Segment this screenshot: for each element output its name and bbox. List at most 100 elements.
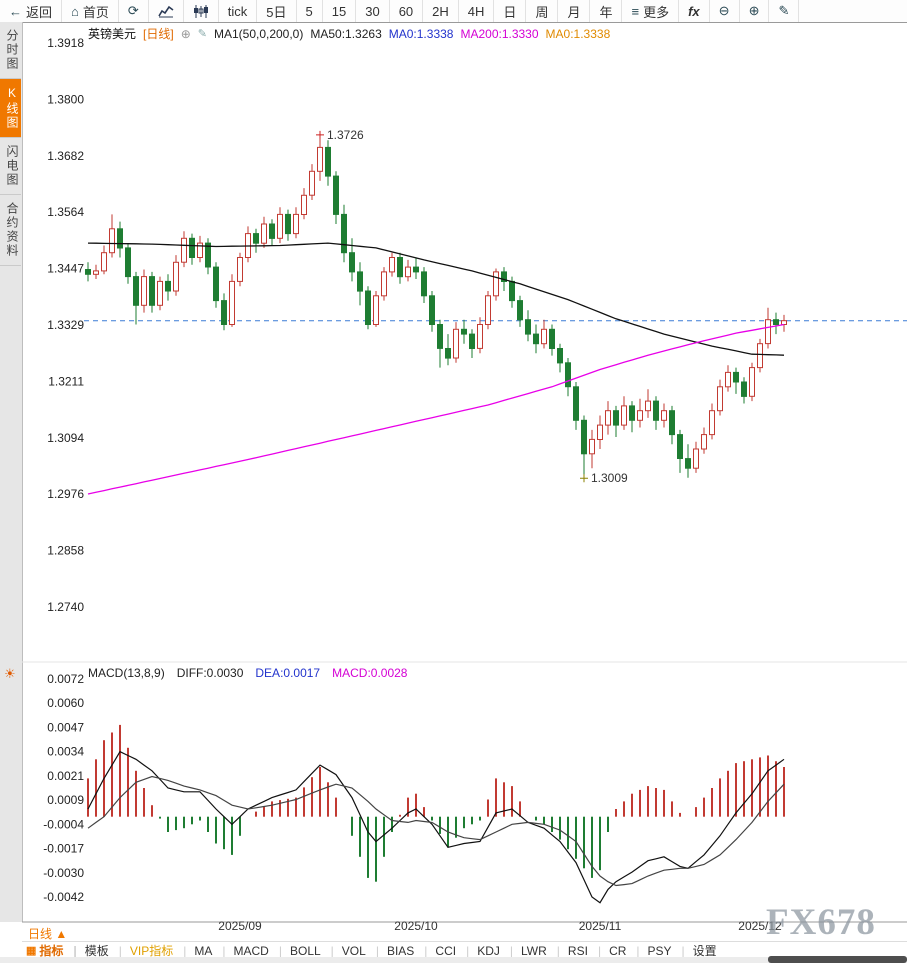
macd-header: MACD(13,8,9) DIFF:0.0030 DEA:0.0017 MACD… — [88, 666, 407, 680]
pencil-icon: ✎ — [778, 3, 790, 18]
zoom-out-icon: ⊖ — [718, 3, 730, 18]
fx-functions-button[interactable]: fx — [679, 0, 710, 22]
candle-chart-mode-button[interactable] — [184, 0, 219, 22]
period-day[interactable]: 日 — [494, 0, 527, 22]
tab-psy[interactable]: PSY — [644, 944, 689, 958]
svg-text:1.2858: 1.2858 — [47, 544, 84, 558]
svg-text:-0.0017: -0.0017 — [43, 842, 84, 856]
period-15m[interactable]: 15 — [323, 0, 357, 22]
period-30m[interactable]: 30 — [356, 0, 390, 22]
symbol-name: 英镑美元 — [88, 27, 137, 41]
tab-boll[interactable]: BOLL — [286, 944, 338, 958]
period-5day[interactable]: 5日 — [257, 0, 297, 22]
back-button[interactable]: ← 返回 — [0, 0, 63, 22]
macd-histogram — [87, 724, 785, 882]
tab-settings[interactable]: 设置 — [692, 944, 717, 958]
svg-text:0.0072: 0.0072 — [47, 672, 84, 686]
ma-settings-text[interactable]: MA1(50,0,200,0) — [213, 26, 304, 41]
candle-chart-icon — [193, 4, 209, 18]
ma200-value: MA200:1.3330 — [460, 26, 539, 41]
zoom-out-button[interactable]: ⊖ — [710, 0, 740, 22]
ma50-value: MA50:1.3263 — [310, 26, 382, 41]
tab-macd[interactable]: MACD — [230, 944, 286, 958]
sidebar-item-time-chart[interactable]: 分时图 — [0, 22, 21, 79]
svg-text:0.0034: 0.0034 — [47, 745, 84, 759]
back-icon: ← — [9, 3, 22, 19]
zoom-in-icon: ⊕ — [748, 3, 760, 18]
macd-macd-value: MACD:0.0028 — [332, 666, 408, 680]
tab-vol[interactable]: VOL — [338, 944, 383, 958]
indicator-tabs-bar: ▦ 指标 模板 VIP指标 MA MACD BOLL VOL BIAS CCI … — [22, 941, 907, 959]
sidebar-item-kline-chart[interactable]: K线图 — [0, 79, 21, 138]
svg-text:1.3726: 1.3726 — [327, 128, 364, 142]
add-indicator-icon[interactable]: ⊕ — [180, 26, 191, 41]
tab-vip-indicators[interactable]: VIP指标 — [126, 942, 190, 959]
home-button[interactable]: ⌂ 首页 — [62, 0, 119, 22]
svg-text:0.0021: 0.0021 — [47, 769, 84, 783]
sun-icon[interactable]: ☀ — [4, 666, 16, 681]
tab-cr[interactable]: CR — [605, 944, 643, 958]
period-month[interactable]: 月 — [558, 0, 591, 22]
more-button[interactable]: ≡ 更多 — [622, 0, 680, 22]
svg-text:2025/10: 2025/10 — [394, 919, 438, 933]
period-year[interactable]: 年 — [590, 0, 623, 22]
svg-text:-0.0030: -0.0030 — [43, 866, 84, 880]
macd-dea-line — [87, 775, 785, 887]
zoom-in-button[interactable]: ⊕ — [740, 0, 770, 22]
bottom-period-selector[interactable]: 日线 ▲ — [28, 925, 67, 942]
horizontal-scrollbar-thumb[interactable] — [768, 956, 907, 963]
svg-text:1.3447: 1.3447 — [47, 262, 84, 276]
tab-ma[interactable]: MA — [190, 944, 229, 958]
price-chart-header: 英镑美元 [日线] ⊕ ✎ MA1(50,0,200,0) MA50:1.326… — [88, 25, 610, 42]
price-annotations: 1.3726 1.3009 — [316, 128, 628, 485]
svg-text:1.3682: 1.3682 — [47, 149, 84, 163]
period-4h[interactable]: 4H — [459, 0, 495, 22]
tab-kdj[interactable]: KDJ — [473, 944, 517, 958]
sidebar-item-lightning-chart[interactable]: 闪电图 — [0, 138, 21, 195]
chart-canvas[interactable]: 1.3918 1.3800 1.3682 1.3564 1.3447 1.3329 1.32… — [22, 22, 907, 941]
svg-text:0.0047: 0.0047 — [47, 720, 84, 734]
period-60m[interactable]: 60 — [390, 0, 424, 22]
refresh-button[interactable]: ⟳ — [119, 0, 149, 22]
tab-lwr[interactable]: LWR — [517, 944, 564, 958]
ma0-blue-value: MA0:1.3338 — [388, 26, 454, 41]
price-axis-labels: 1.3918 1.3800 1.3682 1.3564 1.3447 1.3329 1.32… — [47, 36, 84, 614]
line-chart-mode-button[interactable] — [149, 0, 184, 22]
horizontal-scrollbar-track[interactable] — [0, 957, 907, 963]
macd-axis-labels: 0.0072 0.0060 0.0047 0.0034 0.0021 0.0009 -0.0… — [43, 672, 84, 904]
period-week[interactable]: 周 — [526, 0, 559, 22]
macd-dea-value: DEA:0.0017 — [255, 666, 321, 680]
period-5m[interactable]: 5 — [297, 0, 323, 22]
candles-group — [85, 134, 787, 479]
period-2h[interactable]: 2H — [423, 0, 459, 22]
ma0-orange-value: MA0:1.3338 — [545, 26, 611, 41]
macd-title[interactable]: MACD(13,8,9) — [88, 666, 165, 680]
bottom-period-label: 日线 — [28, 927, 53, 941]
tab-templates[interactable]: 模板 — [81, 942, 126, 959]
tab-bias[interactable]: BIAS — [383, 944, 431, 958]
svg-text:1.3094: 1.3094 — [47, 431, 84, 445]
ma50-line — [87, 242, 785, 356]
svg-text:-0.0004: -0.0004 — [43, 817, 84, 831]
macd-diff-value: DIFF:0.0030 — [176, 666, 244, 680]
ma-settings-icon[interactable]: ✎ — [197, 28, 207, 40]
svg-text:2025/09: 2025/09 — [218, 919, 262, 933]
svg-text:-0.0042: -0.0042 — [43, 890, 84, 904]
fx-icon: fx — [688, 3, 700, 19]
tab-indicators[interactable]: ▦ 指标 — [22, 942, 81, 959]
tab-cci[interactable]: CCI — [431, 944, 473, 958]
svg-text:1.3211: 1.3211 — [48, 374, 84, 388]
svg-text:1.3564: 1.3564 — [47, 205, 84, 219]
draw-tool-button[interactable]: ✎ — [769, 0, 800, 22]
refresh-icon: ⟳ — [127, 3, 139, 18]
period-tick[interactable]: tick — [219, 0, 258, 22]
grid-icon: ▦ — [26, 945, 37, 957]
svg-text:1.2740: 1.2740 — [47, 600, 84, 614]
back-label: 返回 — [26, 4, 53, 20]
svg-text:1.3800: 1.3800 — [47, 92, 84, 106]
home-icon: ⌂ — [71, 3, 79, 19]
tab-rsi[interactable]: RSI — [564, 944, 605, 958]
svg-text:1.2976: 1.2976 — [47, 487, 84, 501]
sidebar-item-contract-info[interactable]: 合约资料 — [0, 195, 21, 266]
svg-text:2025/12: 2025/12 — [738, 919, 782, 933]
